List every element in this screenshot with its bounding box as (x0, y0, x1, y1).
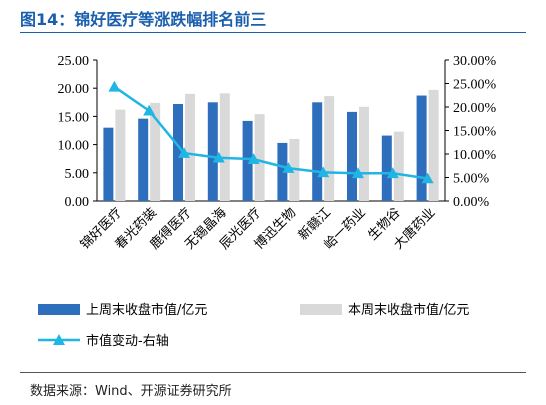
bar-this-week (150, 102, 161, 201)
line-marker-triangle (421, 172, 434, 184)
y-left-tick-label: 0.00 (65, 195, 90, 210)
line-marker-triangle (212, 151, 225, 163)
bar-last-week (347, 111, 357, 201)
bar-last-week (207, 102, 218, 201)
y-right-tick-label: 25.00% (453, 78, 497, 93)
bar-last-week (416, 95, 427, 201)
y-left-tick-label: 5.00 (65, 167, 90, 182)
line-marker-triangle (108, 80, 121, 92)
y-left-tick-label: 10.00 (58, 139, 90, 154)
bar-this-week (359, 106, 369, 201)
source-note: 数据来源：Wind、开源证券研究所 (30, 384, 232, 399)
footer-divider (20, 372, 526, 373)
bar-this-week (393, 131, 404, 201)
bar-last-week (103, 127, 114, 201)
legend-label-last-week: 上周末收盘市值/亿元 (86, 302, 207, 318)
line-marker-triangle (386, 167, 399, 179)
line-marker-triangle (247, 153, 260, 164)
bar-last-week (312, 102, 323, 201)
bar-this-week (324, 96, 335, 201)
bar-last-week (242, 120, 253, 201)
bar-line-chart: 25.00 20.00 15.00 10.00 5.00 0.00 30.00% 25.00%… (38, 54, 497, 349)
bar-last-week (381, 135, 392, 201)
bar-this-week (219, 93, 230, 201)
line-marker-triangle (282, 162, 295, 173)
y-left-tick-label: 15.00 (58, 110, 90, 125)
y-left-tick-label: 20.00 (58, 82, 90, 97)
legend-label-this-week: 本周末收盘市值/亿元 (348, 302, 469, 318)
bar-this-week (115, 109, 126, 201)
legend-swatch-this-week (300, 304, 342, 315)
y-right-tick-label: 10.00% (453, 148, 497, 163)
chart-title: 图14：锦好医疗等涨跌幅排名前三 (20, 10, 267, 29)
bar-last-week (138, 118, 149, 201)
y-right-tick-label: 0.00% (453, 195, 490, 210)
change-line (113, 85, 428, 180)
line-marker-triangle (352, 167, 364, 179)
legend-label-change: 市值变动-右轴 (86, 333, 169, 349)
y-right-tick-label: 30.00% (453, 54, 497, 69)
legend-swatch-last-week (38, 304, 80, 315)
y-right-tick-label: 20.00% (453, 101, 497, 116)
line-marker-triangle (143, 104, 156, 116)
line-marker-triangle (317, 166, 330, 178)
bar-this-week (428, 89, 439, 201)
bar-this-week (254, 114, 265, 201)
bar-this-week (185, 93, 195, 201)
bar-series (103, 89, 439, 201)
line-marker-triangle (178, 147, 190, 158)
legend-marker-change (53, 334, 65, 345)
bar-last-week (173, 103, 183, 201)
title-divider (20, 32, 526, 33)
y-right-tick-label: 15.00% (453, 125, 497, 140)
bar-last-week (277, 142, 288, 201)
y-left-tick-label: 25.00 (58, 54, 90, 69)
y-right-tick-label: 5.00% (453, 172, 490, 187)
line-series (108, 80, 434, 184)
